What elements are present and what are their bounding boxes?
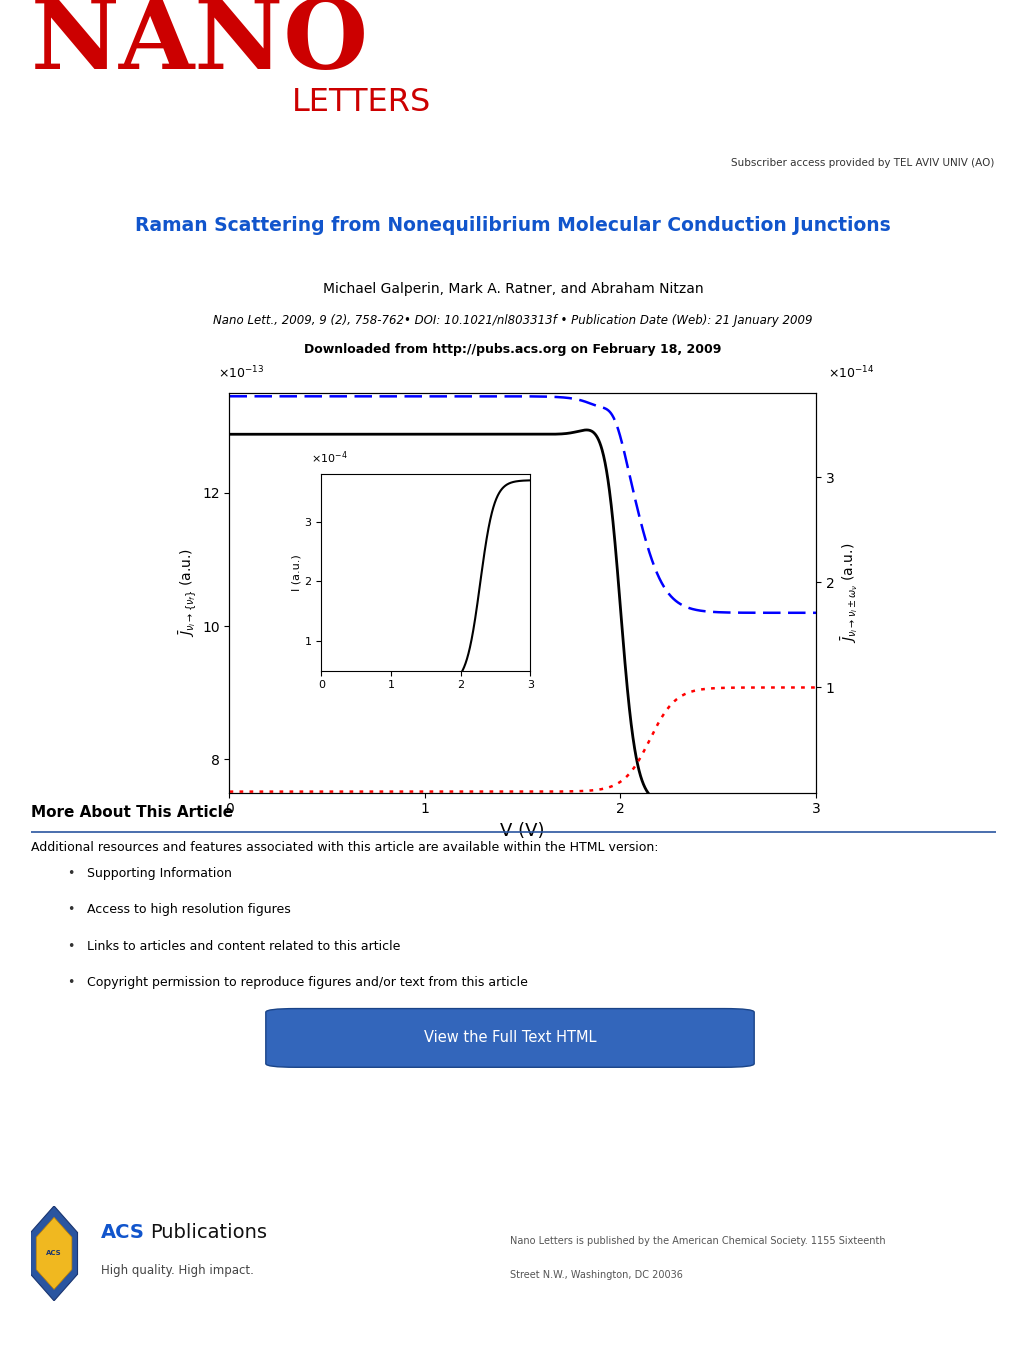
Text: ACS: ACS: [101, 1224, 145, 1243]
Text: $\times10^{-4}$: $\times10^{-4}$: [311, 450, 347, 466]
Text: ACS: ACS: [46, 1251, 62, 1256]
Text: •: •: [67, 904, 74, 916]
Text: Supporting Information: Supporting Information: [87, 867, 231, 881]
Text: Links to articles and content related to this article: Links to articles and content related to…: [87, 940, 399, 953]
Text: Michael Galperin, Mark A. Ratner, and Abraham Nitzan: Michael Galperin, Mark A. Ratner, and Ab…: [322, 282, 703, 295]
Text: Raman Scattering from Nonequilibrium Molecular Conduction Junctions: Raman Scattering from Nonequilibrium Mol…: [136, 215, 890, 234]
Text: LETTERS: LETTERS: [291, 87, 430, 118]
Text: NANO: NANO: [31, 0, 368, 89]
Text: Downloaded from http://pubs.acs.org on February 18, 2009: Downloaded from http://pubs.acs.org on F…: [304, 343, 721, 356]
Text: Nano Letters is published by the American Chemical Society. 1155 Sixteenth: Nano Letters is published by the America…: [510, 1236, 884, 1247]
Y-axis label: I (a.u.): I (a.u.): [291, 554, 302, 591]
Text: More About This Article: More About This Article: [31, 805, 232, 820]
Polygon shape: [31, 1206, 77, 1301]
Text: Copyright permission to reproduce figures and/or text from this article: Copyright permission to reproduce figure…: [87, 976, 527, 989]
Text: $\times10^{-14}$: $\times10^{-14}$: [827, 364, 873, 381]
Text: Subscriber access provided by TEL AVIV UNIV (AO): Subscriber access provided by TEL AVIV U…: [731, 157, 994, 168]
Text: High quality. High impact.: High quality. High impact.: [101, 1264, 254, 1276]
Text: View the Full Text HTML: View the Full Text HTML: [423, 1030, 596, 1046]
Text: Access to high resolution figures: Access to high resolution figures: [87, 904, 290, 916]
Text: Letter: Letter: [39, 186, 79, 201]
Text: •: •: [67, 867, 74, 881]
Text: Street N.W., Washington, DC 20036: Street N.W., Washington, DC 20036: [510, 1271, 682, 1280]
Text: •: •: [67, 976, 74, 989]
Y-axis label: $\bar{J}_{\nu_i \rightarrow \{\nu_f\}}$ (a.u.): $\bar{J}_{\nu_i \rightarrow \{\nu_f\}}$ …: [177, 549, 198, 637]
Text: Additional resources and features associated with this article are available wit: Additional resources and features associ…: [31, 841, 657, 854]
Text: •: •: [67, 940, 74, 953]
FancyBboxPatch shape: [266, 1008, 753, 1068]
X-axis label: V (V): V (V): [500, 822, 544, 840]
Text: Publications: Publications: [150, 1224, 267, 1243]
Polygon shape: [37, 1217, 71, 1290]
Text: Nano Lett., 2009, 9 (2), 758-762• DOI: 10.1021/nl803313f • Publication Date (Web: Nano Lett., 2009, 9 (2), 758-762• DOI: 1…: [213, 314, 812, 327]
Text: $\times10^{-13}$: $\times10^{-13}$: [218, 364, 264, 381]
Y-axis label: $\bar{J}_{\nu_i \rightarrow \nu_i \pm \omega_\nu}$ (a.u.): $\bar{J}_{\nu_i \rightarrow \nu_i \pm \o…: [838, 542, 859, 644]
